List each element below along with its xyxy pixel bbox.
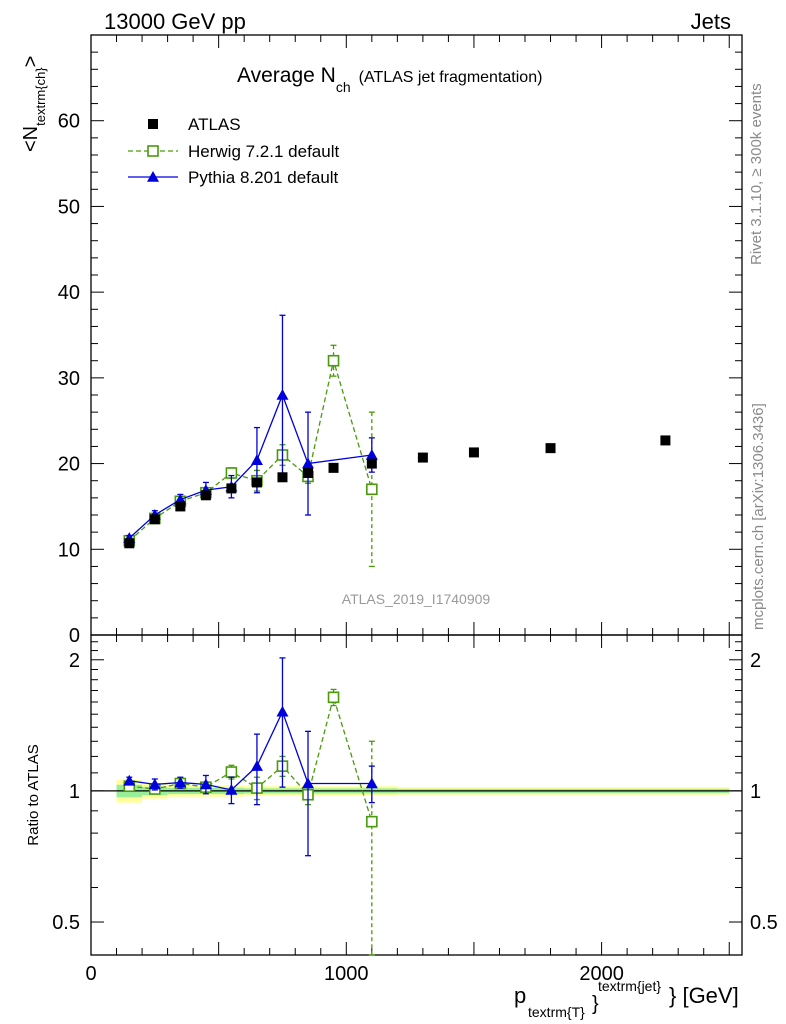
title-note: (ATLAS jet fragmentation) bbox=[359, 69, 543, 86]
ratio-tick-label-right: 2 bbox=[750, 650, 761, 672]
data-series bbox=[123, 314, 671, 956]
legend-label: Herwig 7.2.1 default bbox=[188, 142, 339, 161]
mcplots-label: mcplots.cern.ch [arXiv:1306.3436] bbox=[750, 403, 767, 630]
ratio-frame bbox=[90, 634, 743, 956]
y-tick-label: 30 bbox=[58, 368, 80, 390]
x-tick-label: 2000 bbox=[579, 963, 624, 985]
x-label-unit: } [GeV] bbox=[669, 983, 739, 1008]
pythia-ratio-point bbox=[276, 705, 289, 717]
pythia-ratio-point bbox=[250, 760, 263, 771]
atlas-point bbox=[149, 514, 160, 525]
atlas-point bbox=[175, 501, 186, 512]
atlas-point bbox=[226, 483, 237, 494]
pythia-ratio-point bbox=[365, 777, 378, 789]
ratio-tick-label: 2 bbox=[69, 650, 80, 672]
analysis-watermark: ATLAS_2019_I1740909 bbox=[342, 591, 491, 607]
pythia-ratio-point bbox=[225, 783, 238, 795]
herwig-line bbox=[128, 358, 373, 542]
pythia-ratio-point bbox=[123, 774, 136, 786]
pythia-ratio-point bbox=[199, 778, 212, 790]
legend-marker bbox=[147, 145, 159, 157]
atlas-point bbox=[417, 452, 428, 463]
axis-ticks bbox=[90, 34, 742, 955]
title-sub: ch bbox=[336, 79, 351, 95]
y-tick-label: 20 bbox=[58, 454, 80, 476]
tick-labels: 0 1000 2000 0 10 20 30 40 50 60 0.5 0.5 1 1 2 2 bbox=[52, 111, 778, 985]
y-label-post: > bbox=[20, 56, 42, 68]
y-tick-label: 10 bbox=[58, 539, 80, 561]
legend: ATLAS Herwig 7.2.1 default Pythia 8.201 de… bbox=[128, 115, 339, 187]
rivet-label: Rivet 3.1.10, ≥ 300k events bbox=[748, 83, 765, 265]
herwig-ratio-point bbox=[225, 766, 238, 778]
atlas-point bbox=[200, 490, 211, 501]
y-label-sub: textrm{ch} bbox=[33, 67, 48, 126]
x-label-p: p bbox=[514, 983, 526, 1008]
header-left: 13000 GeV pp bbox=[104, 9, 246, 34]
atlas-point bbox=[468, 447, 479, 458]
x-tick-label: 0 bbox=[85, 963, 96, 985]
y-label-pre: <N bbox=[20, 126, 42, 152]
title-main: Average N bbox=[237, 64, 336, 87]
pythia-point bbox=[250, 454, 263, 465]
x-label-sup: textrm{jet} bbox=[598, 978, 661, 994]
ratio-tick-label-right: 1 bbox=[750, 781, 761, 803]
x-label-sub: textrm{T} bbox=[528, 1004, 585, 1020]
atlas-point bbox=[660, 435, 671, 446]
y-tick-label: 40 bbox=[58, 282, 80, 304]
y-tick-label: 0 bbox=[69, 625, 80, 647]
y-tick-label: 60 bbox=[58, 111, 80, 133]
legend-entry: ATLAS bbox=[148, 115, 241, 134]
herwig-ratio-point bbox=[366, 815, 378, 828]
legend-entry: Herwig 7.2.1 default bbox=[128, 142, 339, 161]
atlas-point bbox=[328, 462, 339, 473]
atlas-point bbox=[545, 443, 556, 454]
plot-title: Average Nch (ATLAS jet fragmentation) bbox=[237, 64, 542, 95]
pythia-point bbox=[365, 449, 378, 460]
legend-marker bbox=[147, 171, 159, 182]
atlas-point bbox=[303, 468, 313, 478]
pythia-ratio-point bbox=[148, 778, 161, 790]
legend-marker bbox=[148, 119, 158, 129]
pythia-point bbox=[302, 457, 314, 469]
atlas-point bbox=[251, 477, 262, 488]
herwig-ratio-line bbox=[129, 694, 373, 822]
pythia-ratio-line bbox=[129, 709, 372, 791]
ratio-tick-label: 1 bbox=[69, 781, 80, 803]
ratio-tick-label-right: 0.5 bbox=[750, 912, 778, 934]
x-axis-label: p textrm{T} } textrm{jet} } [GeV] bbox=[514, 978, 739, 1020]
ratio-axis-label: Ratio to ATLAS bbox=[25, 744, 42, 845]
pythia-point bbox=[276, 389, 289, 400]
legend-label: Pythia 8.201 default bbox=[188, 168, 339, 187]
x-tick-label: 1000 bbox=[324, 963, 369, 985]
herwig-point bbox=[327, 354, 340, 367]
legend-label: ATLAS bbox=[188, 115, 241, 134]
legend-entry: Pythia 8.201 default bbox=[128, 168, 339, 187]
pythia-ratio-point bbox=[302, 777, 314, 789]
atlas-point bbox=[366, 458, 377, 469]
pythia-ratio-point bbox=[174, 776, 187, 788]
herwig-point bbox=[366, 483, 378, 496]
ratio-tick-label: 0.5 bbox=[52, 912, 80, 934]
ratio-uncertainty-band bbox=[91, 779, 742, 803]
herwig-ratio-point bbox=[327, 691, 340, 704]
x-label-brace: } bbox=[592, 993, 599, 1015]
atlas-point bbox=[124, 538, 135, 549]
atlas-point bbox=[277, 472, 288, 483]
y-axis-label: <Ntextrm{ch}> bbox=[20, 56, 48, 152]
y-tick-label: 50 bbox=[58, 196, 80, 218]
header-right: Jets bbox=[691, 9, 731, 34]
